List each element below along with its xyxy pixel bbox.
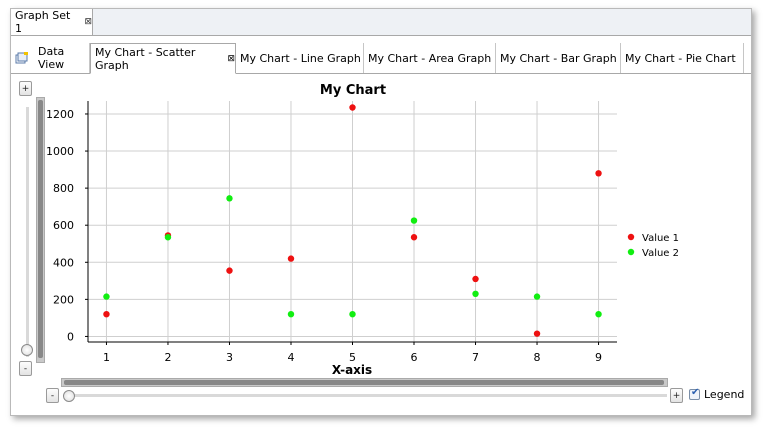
- outer-tab-bar: Graph Set 1 ⊠: [11, 9, 751, 36]
- horizontal-zoom-out-button[interactable]: -: [46, 388, 59, 403]
- horizontal-zoom-in-button[interactable]: +: [670, 388, 683, 403]
- legend-entry-label: Value 2: [642, 248, 679, 259]
- data-point-series-1: [472, 275, 479, 283]
- tab-area-graph[interactable]: My Chart - Area Graph: [364, 43, 496, 73]
- data-point-series-2: [164, 234, 172, 241]
- y-tick-label: 400: [53, 256, 74, 269]
- chart-ticks: 0 200 400 600 800 1000 1200 1 2 3 4 5 6 7 8 9: [46, 108, 602, 364]
- tab-graph-set-1-label: Graph Set 1: [15, 9, 71, 35]
- tab-scatter-graph[interactable]: My Chart - Scatter Graph ⊠: [90, 43, 236, 74]
- horizontal-scroll-thumb[interactable]: [64, 380, 664, 385]
- legend-toggle[interactable]: Legend: [689, 387, 745, 401]
- data-point-series-2: [533, 293, 541, 300]
- x-tick-label: 8: [534, 351, 541, 364]
- tab-label: My Chart - Bar Graph: [500, 51, 617, 65]
- tab-bar-graph[interactable]: My Chart - Bar Graph: [496, 43, 621, 73]
- close-icon[interactable]: ⊠: [227, 53, 235, 64]
- horizontal-scrollbar[interactable]: [61, 378, 668, 387]
- tab-label: Data View: [38, 45, 65, 71]
- x-tick-label: 7: [472, 351, 479, 364]
- tab-data-view[interactable]: Data View: [34, 43, 90, 73]
- tab-pie-chart[interactable]: My Chart - Pie Chart: [621, 43, 744, 73]
- x-tick-label: 5: [349, 351, 356, 364]
- tab-label: My Chart - Area Graph: [368, 51, 492, 65]
- x-tick-label: 1: [103, 351, 110, 364]
- tab-label: My Chart - Pie Chart: [625, 51, 736, 65]
- data-point-series-1: [226, 267, 233, 274]
- vertical-scrollbar[interactable]: [36, 97, 45, 363]
- tab-line-graph[interactable]: My Chart - Line Graph: [236, 43, 364, 73]
- legend-marker: [627, 233, 635, 241]
- chart-points: [103, 104, 602, 337]
- legend-entry-label: Value 1: [642, 233, 679, 244]
- data-point-series-2: [410, 217, 418, 224]
- tab-label: My Chart - Scatter Graph: [95, 45, 196, 72]
- chart-grid: [88, 101, 617, 342]
- y-tick-label: 200: [53, 293, 74, 306]
- data-point-series-2: [472, 290, 479, 297]
- data-point-series-2: [349, 310, 356, 318]
- close-icon[interactable]: ⊠: [84, 17, 92, 27]
- graph-window: Graph Set 1 ⊠ Data View My Chart - Scatt…: [10, 8, 752, 416]
- x-tick-label: 3: [226, 351, 233, 364]
- x-tick-label: 9: [595, 351, 602, 364]
- zoom-out-button[interactable]: -: [19, 361, 32, 376]
- data-point-series-1: [103, 310, 110, 318]
- new-tab-icon[interactable]: [15, 52, 29, 64]
- chart-legend: Value 1 Value 2: [627, 233, 679, 259]
- legend-toggle-label: Legend: [704, 388, 745, 401]
- data-point-series-1: [410, 234, 418, 241]
- y-tick-label: 600: [53, 219, 74, 232]
- x-tick-label: 2: [164, 351, 171, 364]
- y-tick-label: 800: [53, 182, 74, 195]
- vertical-zoom-track: [26, 107, 29, 357]
- x-tick-label: 6: [411, 351, 418, 364]
- horizontal-zoom-track: [69, 394, 667, 397]
- data-point-series-1: [349, 104, 356, 111]
- data-point-series-1: [287, 255, 295, 262]
- data-point-series-2: [103, 293, 110, 300]
- tab-graph-set-1[interactable]: Graph Set 1 ⊠: [11, 9, 93, 35]
- chart-tab-bar: Data View My Chart - Scatter Graph ⊠ My …: [11, 43, 751, 74]
- x-tick-label: 4: [287, 351, 294, 364]
- zoom-in-button[interactable]: +: [19, 81, 32, 96]
- legend-checkbox[interactable]: [689, 387, 700, 400]
- chart-title: My Chart: [320, 83, 386, 98]
- data-point-series-2: [226, 195, 233, 202]
- data-point-series-2: [595, 310, 602, 318]
- vertical-scroll-thumb[interactable]: [38, 100, 43, 358]
- horizontal-zoom-slider-handle[interactable]: [63, 390, 75, 402]
- vertical-zoom-slider-handle[interactable]: [21, 344, 33, 356]
- y-tick-label: 0: [67, 330, 74, 343]
- data-point-series-1: [533, 330, 541, 337]
- y-tick-label: 1200: [46, 108, 74, 121]
- y-tick-label: 1000: [46, 145, 74, 158]
- data-point-series-1: [595, 170, 602, 177]
- legend-marker: [627, 248, 635, 256]
- tab-label: My Chart - Line Graph: [240, 51, 361, 65]
- data-point-series-2: [287, 310, 295, 318]
- x-axis-label: X-axis: [332, 363, 372, 377]
